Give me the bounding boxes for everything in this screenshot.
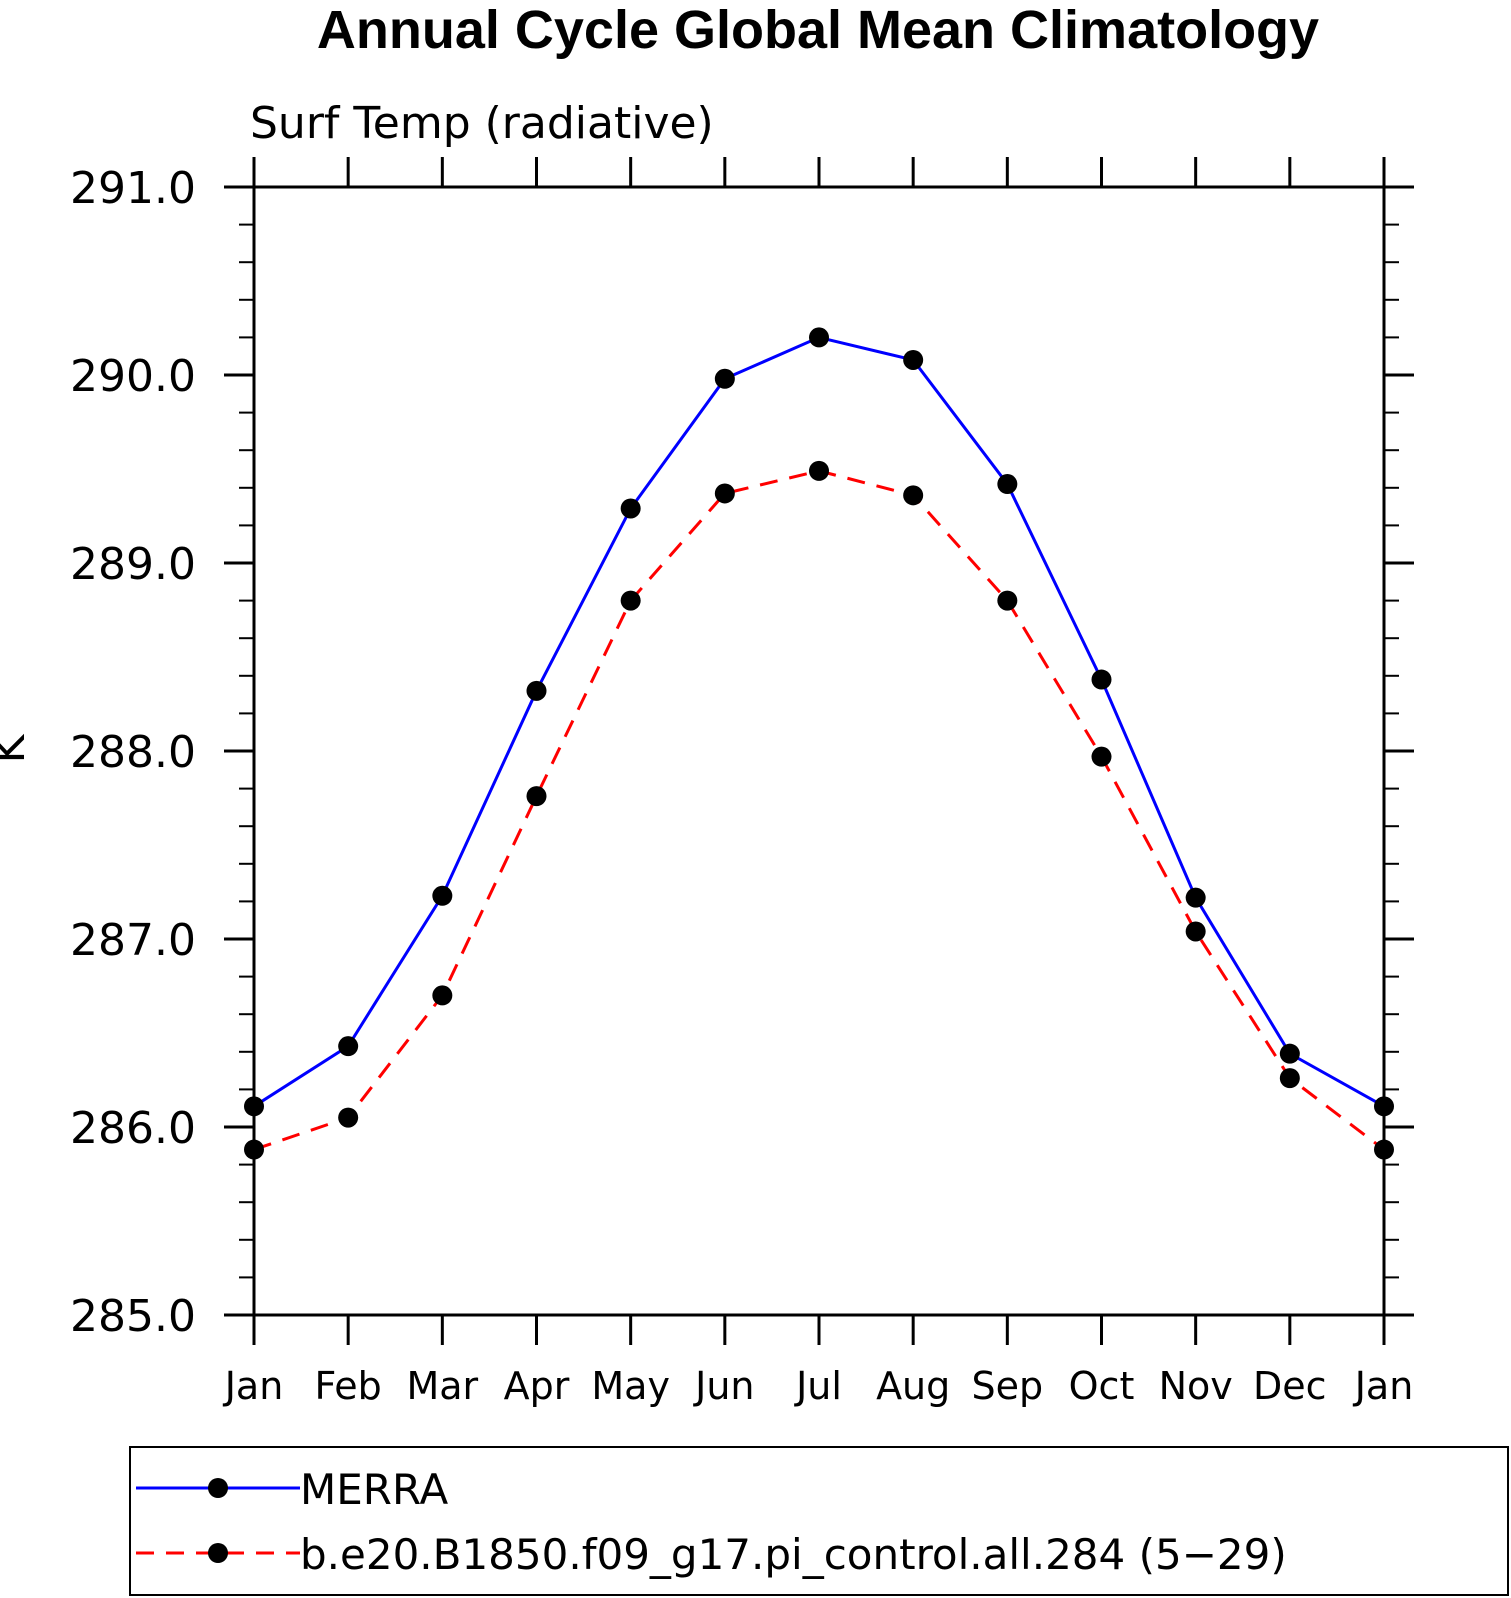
x-tick-label: May (591, 1364, 670, 1408)
data-point-series-0 (1091, 669, 1112, 690)
data-point-series-0 (244, 1096, 264, 1117)
data-point-series-0 (620, 498, 641, 519)
data-point-series-1 (1374, 1139, 1394, 1160)
data-point-series-1 (714, 483, 735, 504)
y-tick-label: 290.0 (70, 351, 196, 402)
legend-model-label: b.e20.B1850.f09_g17.pi_control.all.284 (… (300, 1530, 1287, 1579)
data-point-series-0 (1279, 1043, 1300, 1064)
x-tick-label: Aug (876, 1364, 950, 1408)
x-tick-label: Jun (693, 1364, 754, 1408)
x-tick-label: Jan (223, 1364, 284, 1408)
y-axis-label: K (0, 733, 35, 763)
data-point-series-1 (432, 985, 453, 1006)
x-tick-label: Feb (315, 1364, 382, 1408)
x-tick-labels: Jan Feb Mar Apr May Jun Jul Aug Sep Oct Nov Dec Jan (223, 1364, 1414, 1408)
x-tick-label: Sep (972, 1364, 1044, 1408)
data-point-series-1 (526, 786, 547, 807)
data-point-series-1 (1185, 921, 1206, 942)
y-tick-label: 291.0 (70, 163, 196, 214)
y-tick-label: 288.0 (70, 727, 196, 778)
x-tick-label: Oct (1069, 1364, 1135, 1408)
y-tick-label: 287.0 (70, 915, 196, 966)
legend-merra-marker (208, 1478, 228, 1498)
legend: MERRA b.e20.B1850.f09_g17.pi_control.all… (129, 1446, 1509, 1596)
axis-ticks (224, 157, 1414, 1345)
series-layer (244, 327, 1394, 1160)
data-point-series-1 (244, 1139, 264, 1160)
data-point-series-0 (714, 368, 735, 389)
data-point-series-1 (338, 1107, 359, 1128)
plot-frame (252, 185, 1386, 1317)
y-tick-label: 285.0 (70, 1291, 196, 1342)
x-tick-label: Mar (406, 1364, 478, 1408)
data-point-series-0 (1185, 887, 1206, 908)
x-tick-label: Jan (1353, 1364, 1414, 1408)
data-point-series-1 (1091, 746, 1112, 767)
legend-model-marker (208, 1543, 228, 1563)
data-point-series-1 (1279, 1068, 1300, 1089)
series-line-1 (253, 469, 1385, 1151)
chart-title: Annual Cycle Global Mean Climatology (317, 0, 1319, 60)
data-point-series-0 (338, 1036, 359, 1057)
data-point-series-0 (997, 474, 1018, 495)
legend-merra-label: MERRA (300, 1465, 448, 1514)
y-tick-label: 286.0 (70, 1103, 196, 1154)
data-point-series-1 (997, 590, 1018, 611)
data-point-series-0 (1374, 1096, 1394, 1117)
data-point-series-0 (903, 349, 924, 370)
data-point-series-1 (620, 590, 641, 611)
y-tick-label: 289.0 (70, 539, 196, 590)
y-tick-labels: 285.0 286.0 287.0 288.0 289.0 290.0 291.0 (70, 163, 196, 1342)
x-tick-label: Dec (1253, 1364, 1327, 1408)
data-point-series-0 (526, 680, 547, 701)
chart-subtitle: Surf Temp (radiative) (250, 98, 714, 149)
x-tick-label: Apr (504, 1364, 570, 1408)
data-point-series-0 (432, 885, 453, 906)
legend-box (129, 1446, 1509, 1596)
x-tick-label: Jul (794, 1364, 842, 1408)
data-point-series-0 (809, 327, 829, 348)
series-line-0 (253, 335, 1385, 1108)
x-tick-label: Nov (1159, 1364, 1233, 1408)
data-point-series-1 (809, 460, 829, 481)
data-point-series-1 (903, 485, 924, 506)
